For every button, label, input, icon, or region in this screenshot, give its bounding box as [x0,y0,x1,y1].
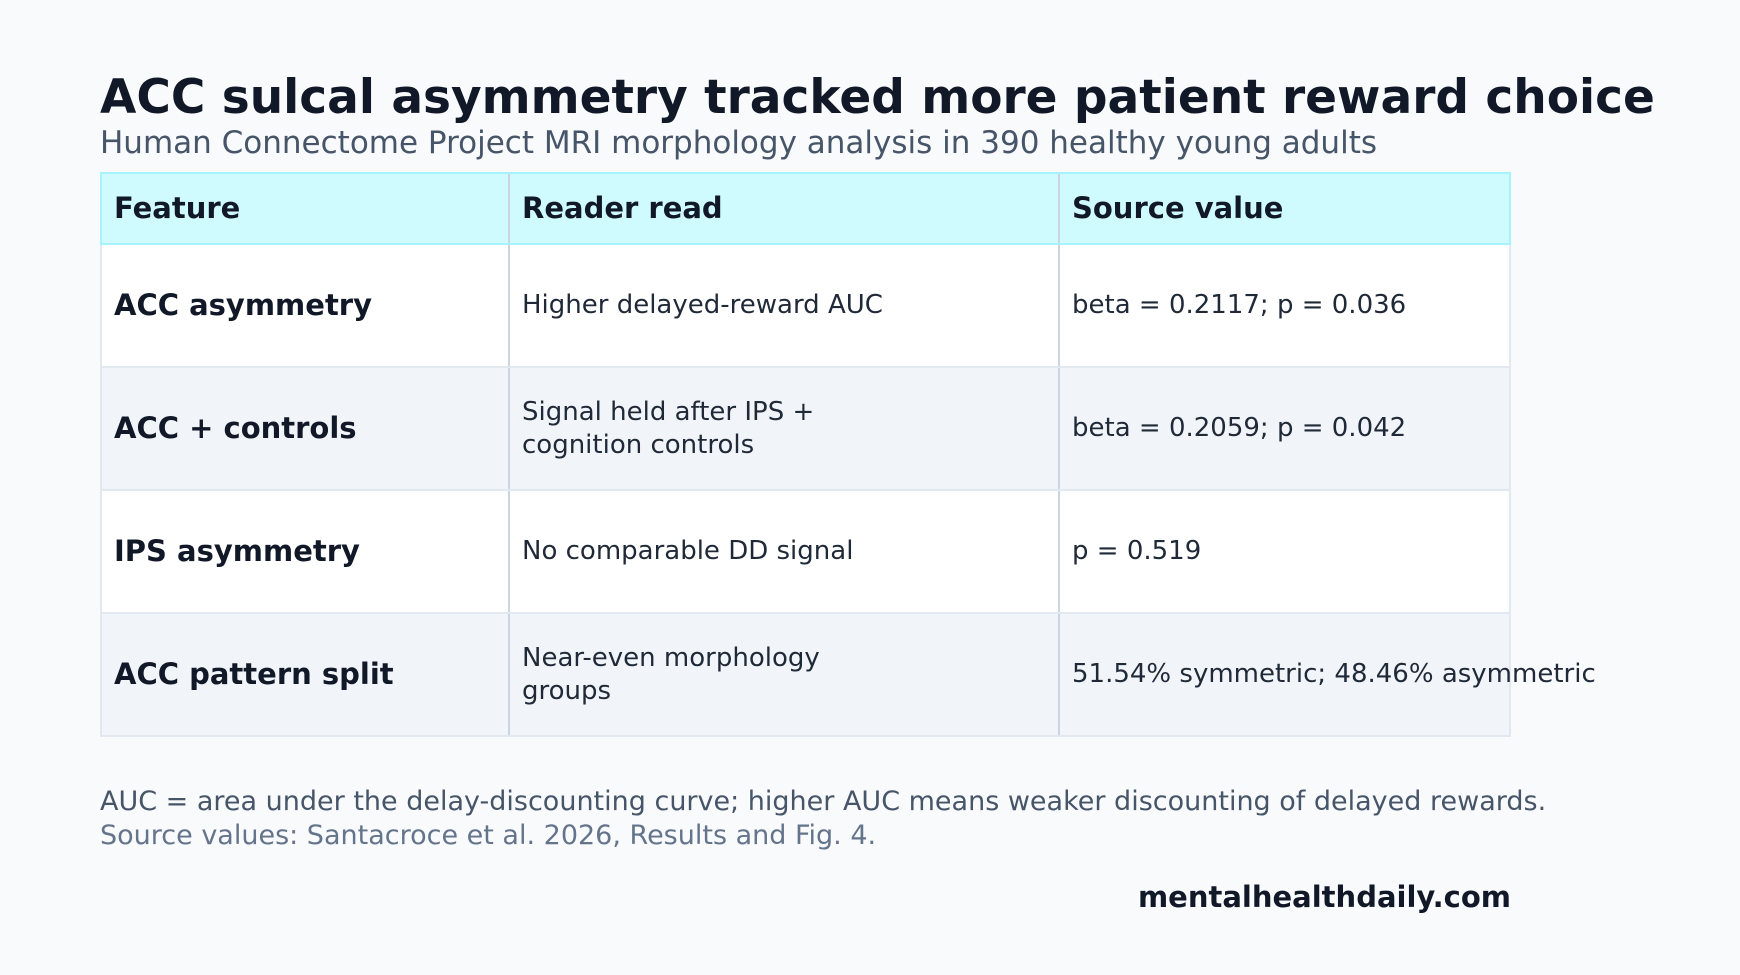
header-row: Feature Reader read Source value [100,172,1511,245]
brand: mentalhealthdaily.com [1137,880,1511,914]
table-cell: p = 0.519 [1072,536,1202,567]
table-row: IPS asymmetry No comparable DD signal p = … [100,491,1511,614]
table-cell: ACC pattern split [102,614,510,735]
subtitle: Human Connectome Project MRI morphology … [100,125,1377,161]
table-cell: ACC asymmetry [102,245,510,366]
table-cell: 51.54% symmetric; 48.46% asymmetric [1072,659,1596,690]
header-cell: Feature [102,174,510,243]
table-cell: beta = 0.2117; p = 0.036 [1072,290,1407,321]
table-cell: IPS asymmetry [102,491,510,612]
table-row: ACC + controls Signal held after IPS + co… [100,368,1511,491]
header-cell: Reader read [510,174,1060,243]
table-cell: No comparable DD signal [510,491,1060,612]
header-cell: Source value [1072,191,1284,226]
source-note: Source values: Santacroce et al. 2026, R… [100,820,877,851]
table-cell: Higher delayed-reward AUC [510,245,1060,366]
table-cell: Signal held after IPS + cognition contro… [510,368,1060,489]
table-cell: ACC + controls [102,368,510,489]
table-row: ACC pattern split Near-even morphology gr… [100,614,1596,737]
title: ACC sulcal asymmetry tracked more patien… [100,70,1655,125]
table-cell: Near-even morphology groups [510,614,1060,735]
footnote: AUC = area under the delay-discounting c… [100,786,1547,817]
table-row: ACC asymmetry Higher delayed-reward AUC be… [100,245,1511,368]
table-cell: beta = 0.2059; p = 0.042 [1072,413,1407,444]
